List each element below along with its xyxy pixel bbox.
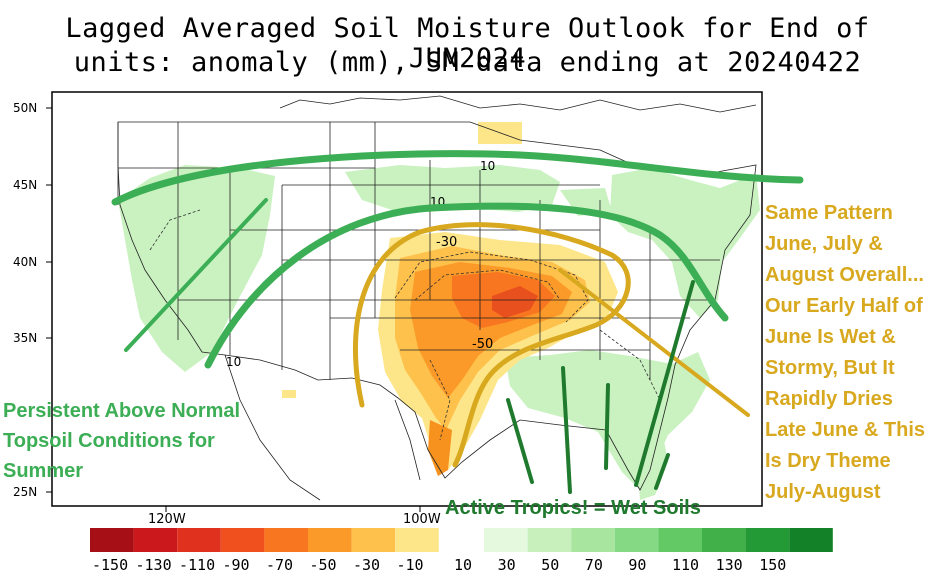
green-slash-west bbox=[124, 198, 268, 352]
map-ticks bbox=[46, 107, 421, 512]
colorbar-swatch-positive-6 bbox=[745, 528, 790, 552]
map-boundaries bbox=[117, 95, 757, 501]
colorbar-swatch-negative-4 bbox=[264, 528, 308, 552]
colorbar-label-8: 10 bbox=[454, 556, 473, 574]
colorbar-label-12: 90 bbox=[628, 556, 647, 574]
colorbar-swatch-negative-3 bbox=[220, 528, 265, 552]
colorbar-label-3: -90 bbox=[222, 556, 250, 574]
dry-area-south-tail bbox=[428, 420, 452, 476]
colorbar-swatch-positive-5 bbox=[702, 528, 746, 552]
contour-label-10-southwest: 10 bbox=[226, 355, 241, 369]
colorbar-label-9: 30 bbox=[497, 556, 516, 574]
colorbar-swatch-negative-1 bbox=[133, 528, 178, 552]
wet-area-northeast bbox=[610, 168, 760, 318]
lat-label-25n: 25N bbox=[13, 485, 38, 499]
contour-label-neg50: -50 bbox=[472, 337, 493, 352]
colorbar-label-1: -130 bbox=[135, 556, 172, 574]
dry-anomaly-areas bbox=[282, 232, 618, 476]
green-arc-north bbox=[111, 150, 804, 206]
colorbar-positive-swatches bbox=[484, 528, 833, 552]
colorbar-label-11: 70 bbox=[584, 556, 603, 574]
lat-label-35n: 35N bbox=[13, 331, 38, 345]
lon-label-120w: 120W bbox=[148, 512, 186, 527]
contour-label-10-north: 10 bbox=[480, 159, 495, 173]
colorbar-swatch-negative-6 bbox=[351, 528, 396, 552]
green-arc-inner bbox=[204, 202, 729, 369]
wet-area-upper-midwest bbox=[560, 188, 612, 216]
colorbar-label-14: 130 bbox=[715, 556, 743, 574]
colorbar-swatch-negative-5 bbox=[308, 528, 352, 552]
colorbar-swatch-negative-7 bbox=[395, 528, 439, 552]
dark-green-tropics-strokes bbox=[506, 280, 695, 494]
colorbar bbox=[90, 528, 833, 552]
dry-area-small-west bbox=[282, 390, 296, 398]
colorbar-label-6: -30 bbox=[353, 556, 381, 574]
colorbar-swatch-positive-2 bbox=[571, 528, 615, 552]
annotation-right-pattern: Same Pattern June, July & August Overall… bbox=[765, 202, 926, 503]
colorbar-swatch-negative-0 bbox=[90, 528, 134, 552]
yellow-pointer-right bbox=[558, 268, 750, 417]
colorbar-swatch-positive-1 bbox=[527, 528, 572, 552]
wet-area-northwest bbox=[118, 165, 275, 372]
contour-lines bbox=[149, 209, 661, 441]
lat-label-50n: 50N bbox=[13, 101, 38, 115]
colorbar-swatch-positive-3 bbox=[614, 528, 659, 552]
canada-border bbox=[279, 95, 757, 113]
colorbar-label-10: 50 bbox=[541, 556, 560, 574]
contour-label-neg30: -30 bbox=[436, 235, 457, 250]
annotation-strokes bbox=[111, 150, 804, 494]
map-subtitle: units: anomaly (mm), SM data ending at 2… bbox=[73, 47, 862, 78]
colorbar-swatch-negative-2 bbox=[177, 528, 221, 552]
us-outline bbox=[117, 121, 757, 491]
colorbar-label-0: -150 bbox=[92, 556, 129, 574]
colorbar-swatch-positive-0 bbox=[484, 528, 528, 552]
yellow-loop-dry-area bbox=[352, 222, 631, 468]
annotation-bottom-tropics: Active Tropics! = Wet Soils bbox=[445, 497, 701, 519]
colorbar-label-13: 110 bbox=[672, 556, 700, 574]
colorbar-label-2: -110 bbox=[179, 556, 216, 574]
lat-label-45n: 45N bbox=[13, 178, 38, 192]
colorbar-label-5: -50 bbox=[309, 556, 337, 574]
dry-area-90 bbox=[492, 286, 538, 318]
colorbar-swatch-positive-7 bbox=[789, 528, 833, 552]
map-title: Lagged Averaged Soil Moisture Outlook fo… bbox=[65, 13, 870, 74]
colorbar-negative-swatches bbox=[90, 528, 439, 552]
colorbar-label-15: 150 bbox=[759, 556, 787, 574]
mexico-outline bbox=[224, 354, 421, 501]
annotation-left-persistent: Persistent Above Normal Topsoil Conditio… bbox=[3, 400, 241, 482]
lon-label-100w: 100W bbox=[403, 512, 441, 527]
colorbar-swatch-positive-4 bbox=[658, 528, 702, 552]
lat-label-40n: 40N bbox=[13, 255, 38, 269]
wet-anomaly-areas bbox=[118, 165, 760, 500]
colorbar-label-4: -70 bbox=[266, 556, 294, 574]
wet-area-northern-plains bbox=[345, 165, 560, 212]
colorbar-label-7: -10 bbox=[396, 556, 424, 574]
